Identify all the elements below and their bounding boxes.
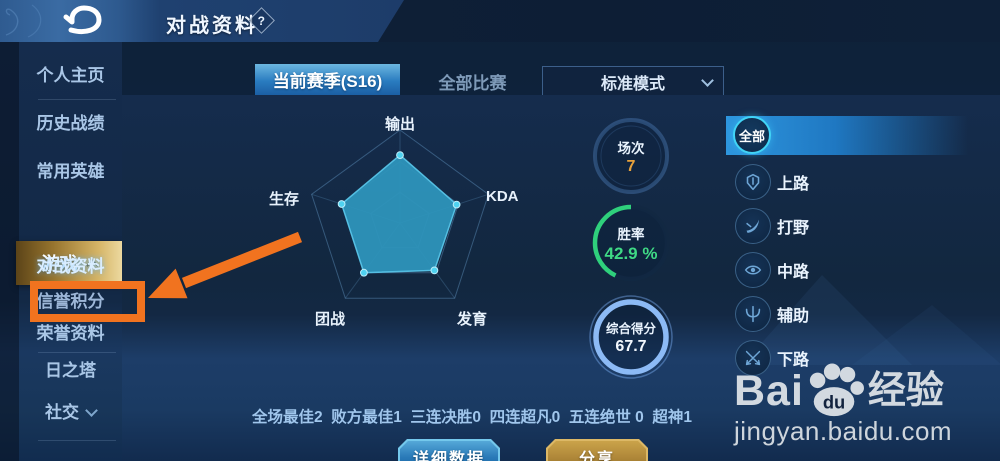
detail-data-button[interactable]: 详细数据 [398, 439, 500, 461]
radar-data-polygon [340, 154, 458, 274]
radar-svg [311, 129, 489, 299]
share-button[interactable]: 分享 [546, 439, 648, 461]
score-value: 67.7 [615, 338, 647, 355]
baidu-paw-icon: du [809, 363, 864, 417]
top-bar: 对战资料 ? [0, 0, 1000, 42]
mountain-decoration [742, 275, 1000, 365]
sidebar-item-history[interactable]: 历史战绩 [36, 114, 105, 133]
banner-ornament [5, 4, 42, 38]
radar-axis-label: 输出 [384, 116, 415, 133]
radar-axis-label: 团战 [314, 311, 345, 328]
mode-dropdown[interactable]: 标准模式 [542, 66, 724, 98]
sidebar-divider [38, 440, 116, 441]
chevron-down-icon [85, 404, 98, 417]
lane-item-top[interactable]: 上路 [722, 159, 972, 203]
left-sidebar: 个人主页 历史战绩 常用英雄 游戏 对战资料 信誉积分 荣誉资料 日之塔 社交 [0, 42, 122, 461]
sidebar-item-credit-score[interactable]: 信誉积分 [36, 292, 105, 311]
stat-legendary: 超神1 [652, 409, 692, 426]
annotation-arrow [148, 231, 303, 299]
jungle-icon [735, 208, 771, 244]
sidebar-section-social[interactable]: 社交 [19, 396, 122, 430]
sidebar-item-battle-stats[interactable]: 对战资料 [36, 257, 105, 276]
page-title: 对战资料 [166, 15, 258, 37]
mid-lane-icon [735, 252, 771, 288]
lane-all-badge[interactable]: 全部 [733, 116, 771, 154]
tab-all-matches[interactable]: 全部比赛 [438, 73, 507, 93]
sidebar-divider [38, 352, 116, 353]
bottom-lane-icon [735, 340, 771, 376]
bottom-stats-row: 全场最佳2 败方最佳1 三连决胜0 四连超凡0 五连绝世 0 超神1 [252, 405, 692, 427]
winrate-circle: 胜率 42.9 % [588, 200, 674, 286]
tab-current-season[interactable]: 当前赛季(S16) [255, 64, 400, 98]
support-icon [735, 296, 771, 332]
radar-chart: 输出 KDA 发育 团战 生存 [240, 100, 560, 350]
annotation-highlight-box [30, 281, 145, 322]
chevron-down-icon [701, 74, 714, 87]
radar-axis-label: KDA [486, 188, 519, 205]
sidebar-divider [38, 99, 116, 100]
sidebar-item-profile[interactable]: 个人主页 [36, 66, 105, 85]
top-lane-icon [735, 164, 771, 200]
stat-losing-mvp: 败方最佳1 [331, 409, 402, 426]
matches-circle: 场次 7 [588, 113, 674, 199]
watermark-brand: 经验 [867, 370, 944, 412]
lane-item-mid[interactable]: 中路 [722, 247, 972, 291]
matches-value: 7 [626, 157, 636, 175]
stat-triple: 三连决胜0 [410, 409, 482, 426]
winrate-value: 42.9 % [604, 243, 658, 263]
radar-axis-label: 发育 [456, 311, 487, 328]
stat-quadra: 四连超凡0 [489, 409, 561, 426]
winrate-arc [592, 204, 670, 282]
watermark-url: jingyan.baidu.com [734, 416, 953, 446]
lane-item-bottom[interactable]: 下路 [722, 335, 972, 379]
back-arrow-logo[interactable] [60, 4, 108, 38]
baidu-jingyan-watermark: Bai du 经验 jingyan.baidu.com [734, 362, 990, 447]
sidebar-item-heroes[interactable]: 常用英雄 [36, 162, 105, 181]
lane-item-support[interactable]: 辅助 [722, 291, 972, 335]
sidebar-item-honor[interactable]: 荣誉资料 [36, 324, 105, 343]
lane-filter-panel: 全部 上路 打野 中路 辅助 [722, 100, 1000, 400]
watermark-bai: Bai [734, 367, 804, 415]
sidebar-section-game[interactable]: 游戏 [16, 241, 122, 285]
stat-mvp: 全场最佳2 [252, 409, 323, 426]
score-circle: 综合得分 67.7 [588, 294, 674, 380]
sidebar-rail [0, 42, 19, 461]
sidebar-item-sun-tower[interactable]: 日之塔 [45, 361, 96, 380]
lane-item-jungle[interactable]: 打野 [722, 203, 972, 247]
radar-axis-label: 生存 [268, 191, 299, 208]
svg-text:du: du [823, 391, 845, 412]
stat-penta: 五连绝世 0 [568, 409, 644, 426]
